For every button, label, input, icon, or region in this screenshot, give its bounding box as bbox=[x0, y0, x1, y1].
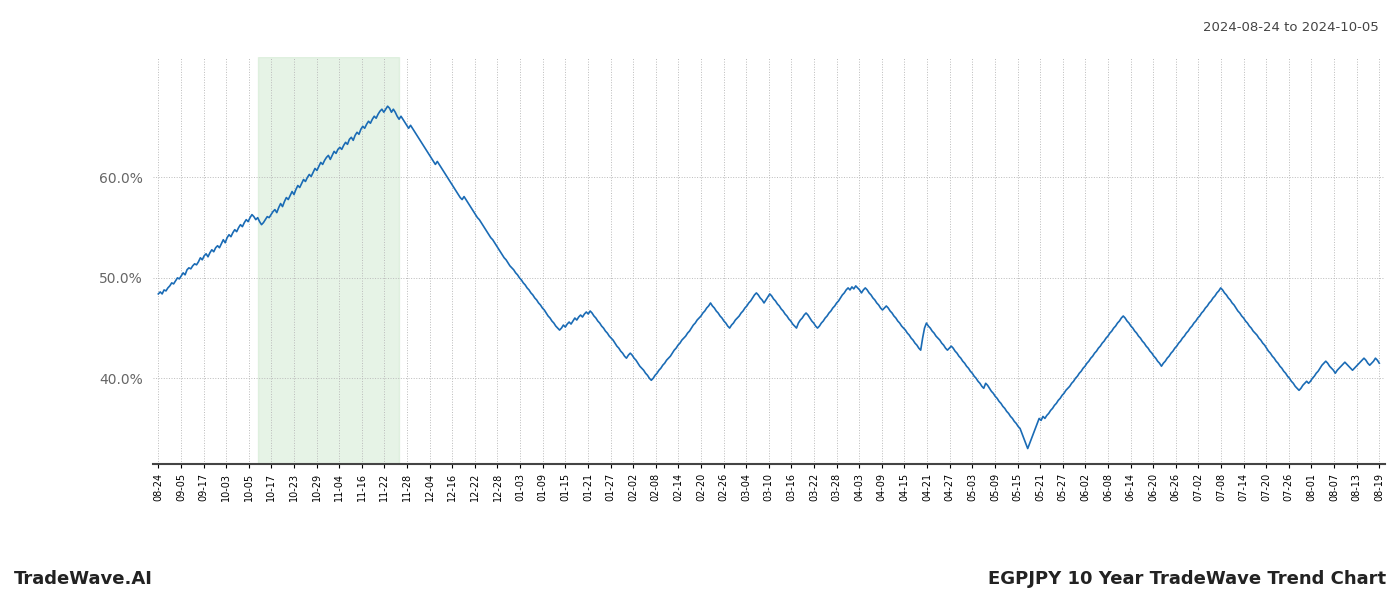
Text: EGPJPY 10 Year TradeWave Trend Chart: EGPJPY 10 Year TradeWave Trend Chart bbox=[988, 570, 1386, 588]
Text: TradeWave.AI: TradeWave.AI bbox=[14, 570, 153, 588]
Text: 2024-08-24 to 2024-10-05: 2024-08-24 to 2024-10-05 bbox=[1203, 21, 1379, 34]
Bar bbox=[258, 57, 399, 464]
